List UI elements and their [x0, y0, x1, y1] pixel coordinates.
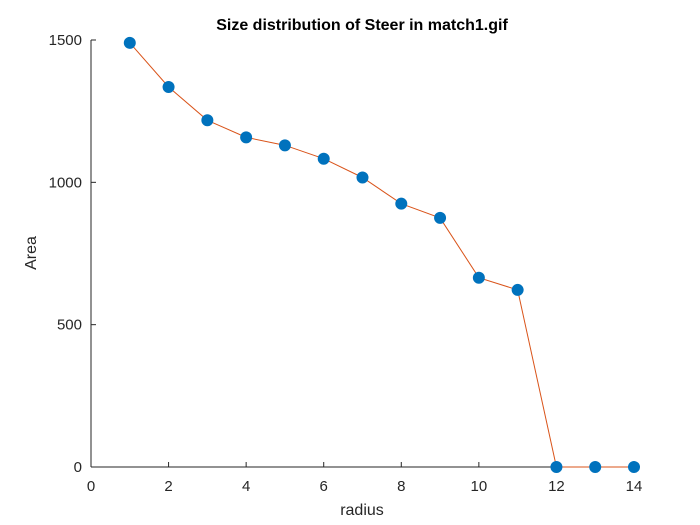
data-point — [278, 139, 291, 152]
data-point — [201, 114, 214, 127]
data-point — [317, 152, 330, 165]
y-tick-label: 1000 — [49, 174, 82, 191]
y-tick-label: 1500 — [49, 32, 82, 49]
data-point — [628, 461, 640, 473]
data-point — [123, 36, 136, 49]
y-tick-label: 0 — [74, 459, 82, 476]
y-tick-label: 500 — [57, 317, 82, 334]
x-tick-label: 12 — [548, 478, 565, 495]
series-markers — [123, 36, 640, 473]
data-point — [589, 461, 602, 473]
data-point — [434, 211, 447, 224]
x-tick-label: 4 — [242, 478, 250, 495]
data-point — [240, 131, 253, 144]
x-tick-label: 2 — [164, 478, 172, 495]
series-line — [129, 42, 634, 468]
x-tick-label: 0 — [87, 478, 95, 495]
data-point — [162, 80, 175, 93]
data-point — [395, 197, 408, 210]
x-tick-label: 10 — [471, 478, 488, 495]
x-tick-label: 14 — [626, 478, 643, 495]
chart-title: Size distribution of Steer in match1.gif — [216, 17, 508, 34]
y-axis-ticks: 0 500 1000 1500 — [49, 32, 96, 476]
plot-area: 0 2 4 6 8 10 12 14 0 500 1000 1500 — [49, 32, 643, 495]
data-point — [356, 171, 369, 184]
series-lines — [129, 42, 634, 468]
x-axis-label: radius — [340, 502, 384, 519]
x-tick-label: 6 — [320, 478, 328, 495]
data-point — [472, 271, 485, 284]
data-point — [511, 283, 524, 296]
y-axis-label: Area — [23, 236, 40, 270]
data-point — [550, 461, 563, 473]
x-axis-ticks: 0 2 4 6 8 10 12 14 — [87, 462, 643, 495]
x-tick-label: 8 — [397, 478, 405, 495]
